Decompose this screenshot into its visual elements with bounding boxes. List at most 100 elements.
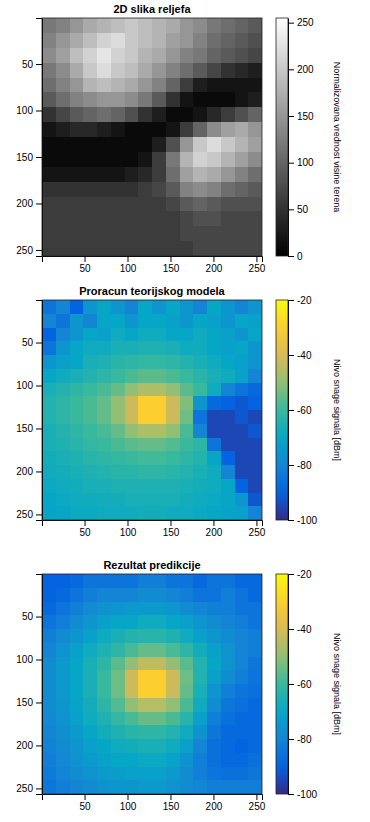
cell bbox=[193, 574, 207, 588]
cell bbox=[166, 314, 180, 328]
cell bbox=[248, 167, 262, 182]
cell bbox=[125, 197, 139, 212]
cell bbox=[166, 615, 180, 629]
colorbar bbox=[276, 300, 288, 520]
cell bbox=[97, 629, 111, 643]
cell bbox=[235, 615, 249, 629]
tick-mark bbox=[288, 209, 294, 210]
cell bbox=[125, 424, 139, 438]
colorbar-label: Normalizovana vrednost visine terena bbox=[332, 62, 342, 213]
cell bbox=[125, 506, 139, 520]
cell bbox=[180, 241, 194, 256]
cell bbox=[42, 712, 56, 726]
cell bbox=[180, 300, 194, 314]
tick: 100 bbox=[16, 654, 42, 665]
cell bbox=[235, 670, 249, 684]
cell bbox=[83, 643, 97, 657]
cell bbox=[111, 300, 125, 314]
tick-mark bbox=[288, 163, 294, 164]
cell bbox=[221, 493, 235, 507]
tick-label: -60 bbox=[297, 679, 312, 690]
tick: 50 bbox=[79, 794, 91, 812]
cell bbox=[42, 684, 56, 698]
cell bbox=[42, 588, 56, 602]
tick-label: 200 bbox=[206, 263, 223, 274]
cell bbox=[56, 670, 70, 684]
cell bbox=[152, 314, 166, 328]
cell bbox=[42, 780, 56, 794]
cell bbox=[83, 341, 97, 355]
cell bbox=[138, 152, 152, 167]
tick-label: 150 bbox=[163, 263, 180, 274]
cell bbox=[221, 424, 235, 438]
cell bbox=[235, 479, 249, 493]
cell bbox=[180, 493, 194, 507]
cell bbox=[152, 780, 166, 794]
cell bbox=[97, 211, 111, 226]
cell bbox=[125, 300, 139, 314]
tick-mark bbox=[256, 794, 257, 800]
tick: 200 bbox=[206, 520, 223, 538]
cell bbox=[152, 670, 166, 684]
cell bbox=[221, 241, 235, 256]
cell bbox=[70, 643, 84, 657]
tick-mark bbox=[36, 702, 42, 703]
cell bbox=[152, 383, 166, 397]
cell bbox=[235, 137, 249, 152]
cell bbox=[83, 167, 97, 182]
cell bbox=[193, 78, 207, 93]
cell bbox=[221, 780, 235, 794]
tick: -100 bbox=[288, 789, 317, 800]
cell bbox=[111, 712, 125, 726]
cell bbox=[138, 657, 152, 671]
tick: 250 bbox=[16, 783, 42, 794]
cell bbox=[111, 424, 125, 438]
cell bbox=[248, 355, 262, 369]
colorbar bbox=[276, 574, 288, 794]
cell bbox=[193, 369, 207, 383]
tick: 100 bbox=[16, 105, 42, 116]
cell bbox=[111, 18, 125, 33]
cell bbox=[111, 33, 125, 48]
cell bbox=[180, 410, 194, 424]
cell bbox=[235, 767, 249, 781]
cell bbox=[180, 226, 194, 241]
cell bbox=[166, 479, 180, 493]
cell bbox=[138, 684, 152, 698]
cell bbox=[138, 33, 152, 48]
plot-frame bbox=[42, 574, 262, 794]
cell bbox=[42, 92, 56, 107]
cell bbox=[56, 588, 70, 602]
cell bbox=[56, 479, 70, 493]
cell bbox=[166, 753, 180, 767]
cell bbox=[125, 92, 139, 107]
cell bbox=[42, 107, 56, 122]
figure: 50100150200250501001502002502D slika rel… bbox=[0, 0, 370, 822]
colorbar-frame bbox=[276, 18, 288, 256]
cell bbox=[70, 629, 84, 643]
cell bbox=[83, 182, 97, 197]
cell bbox=[235, 152, 249, 167]
cell bbox=[180, 739, 194, 753]
x-axis: 50100150200250 bbox=[43, 520, 266, 538]
cell bbox=[83, 396, 97, 410]
cell bbox=[180, 369, 194, 383]
cell bbox=[42, 167, 56, 182]
cell bbox=[83, 684, 97, 698]
cell bbox=[166, 739, 180, 753]
y-axis: 50100150200250 bbox=[16, 19, 42, 257]
tick-label: 150 bbox=[16, 423, 33, 434]
cell bbox=[70, 369, 84, 383]
cell bbox=[42, 615, 56, 629]
cell bbox=[248, 341, 262, 355]
cell bbox=[235, 712, 249, 726]
cell bbox=[152, 355, 166, 369]
cell bbox=[111, 137, 125, 152]
cell bbox=[248, 493, 262, 507]
cell bbox=[125, 574, 139, 588]
cell bbox=[221, 574, 235, 588]
cell bbox=[138, 211, 152, 226]
tick-mark bbox=[288, 629, 294, 630]
cell bbox=[207, 657, 221, 671]
cell bbox=[42, 18, 56, 33]
